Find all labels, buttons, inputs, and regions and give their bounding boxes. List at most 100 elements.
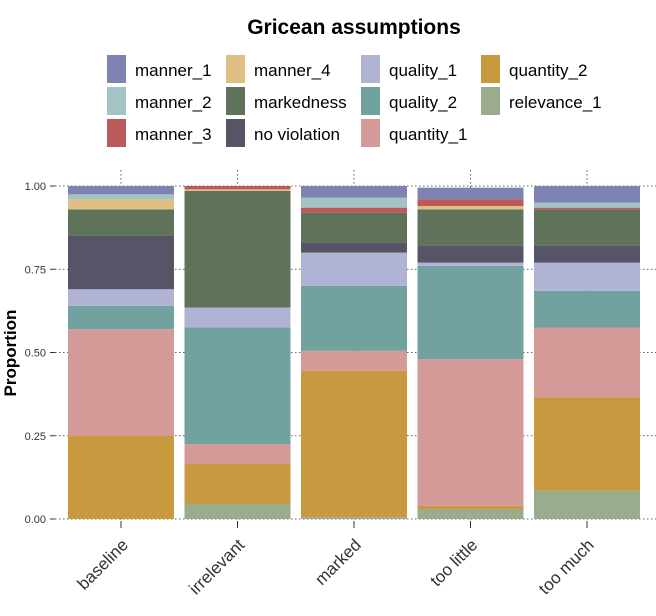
bar-segment-markedness — [68, 209, 174, 236]
bar-segment-quality-1 — [417, 262, 524, 266]
bar-segment-quantity-2 — [417, 505, 524, 510]
bar-segment-quality-2 — [184, 327, 291, 445]
bar-stack-marked — [301, 186, 407, 519]
legend-swatch — [107, 55, 126, 83]
y-tick-label: 0.75 — [25, 264, 46, 276]
legend-item-quantity-1: quantity_1 — [361, 119, 467, 147]
bar-segment-no-violation — [301, 242, 407, 253]
bar-segment-quality-2 — [68, 305, 174, 330]
legend-item-relevance-1: relevance_1 — [481, 87, 602, 115]
legend-swatch — [481, 55, 500, 83]
y-axis: 0.00 0.25 0.50 0.75 1.00 — [25, 181, 55, 526]
bar-segment-manner-2 — [534, 202, 640, 208]
bar-segment-no-violation — [417, 245, 524, 263]
bar-segment-manner-4 — [68, 199, 174, 210]
bar-segment-quality-2 — [417, 265, 524, 360]
legend-item-manner-4: manner_4 — [226, 55, 331, 83]
bar-segment-quality-2 — [301, 285, 407, 351]
bar-segment-quantity-1 — [417, 359, 524, 506]
legend-swatch — [226, 87, 245, 115]
legend-label: markedness — [254, 93, 347, 112]
bar-segment-manner-3 — [534, 207, 640, 210]
bar-stack-too-little — [417, 187, 524, 519]
legend-swatch — [107, 119, 126, 147]
bar-segment-quantity-1 — [301, 350, 407, 371]
bar-segment-manner-2 — [301, 197, 407, 208]
bar-segment-quantity-2 — [301, 370, 407, 518]
legend-label: manner_4 — [254, 61, 331, 80]
bar-segment-relevance-1 — [184, 504, 291, 519]
bar-segment-manner-1 — [301, 186, 407, 198]
bar-stack-too-much — [534, 186, 640, 519]
bar-segment-markedness — [184, 190, 291, 308]
bar-segment-relevance-1 — [534, 490, 640, 519]
legend-label: quality_2 — [389, 93, 457, 112]
bar-segment-markedness — [417, 209, 524, 246]
bar-segment-quantity-1 — [68, 329, 174, 436]
bar-segment-manner-4 — [184, 189, 291, 191]
bar-segment-quality-2 — [534, 290, 640, 328]
legend-item-manner-2: manner_2 — [107, 87, 212, 115]
bar-segment-manner-3 — [417, 199, 524, 206]
bar-segment-quantity-1 — [534, 327, 640, 398]
bar-segment-quality-1 — [68, 289, 174, 306]
legend-label: relevance_1 — [509, 93, 602, 112]
legend-swatch — [361, 87, 380, 115]
x-tick-label: irrelevant — [185, 535, 248, 598]
bar-segment-manner-1 — [417, 187, 524, 200]
bar-segment-no-violation — [68, 235, 174, 290]
bar-segment-no-violation — [534, 245, 640, 263]
legend-label: no violation — [254, 125, 340, 144]
legend-swatch — [481, 87, 500, 115]
bar-segment-markedness — [534, 209, 640, 246]
legend-item-manner-1: manner_1 — [107, 55, 212, 83]
plot-area: 0.00 0.25 0.50 0.75 1.00 baseline irrelevant m… — [25, 170, 656, 598]
legend-title: Gricean assumptions — [247, 16, 461, 39]
y-tick-label: 0.25 — [25, 431, 46, 443]
x-axis: baseline irrelevant marked too little too mu… — [74, 521, 598, 598]
y-axis-title: Proportion — [1, 310, 20, 397]
bar-segment-manner-4 — [417, 205, 524, 210]
legend-item-manner-3: manner_3 — [107, 119, 212, 147]
legend-label: quantity_1 — [389, 125, 467, 144]
bar-segment-quantity-2 — [534, 397, 640, 491]
bar-segment-quantity-1 — [184, 444, 291, 465]
legend-swatch — [226, 55, 245, 83]
legend-label: quality_1 — [389, 61, 457, 80]
legend-item-quality-2: quality_2 — [361, 87, 457, 115]
bar-segment-quality-1 — [301, 252, 407, 286]
bar-stack-irrelevant — [184, 186, 291, 519]
legend-swatch — [361, 119, 380, 147]
y-tick-label: 1.00 — [25, 181, 46, 193]
x-tick-label: baseline — [74, 535, 132, 593]
x-tick-label: too little — [426, 535, 481, 590]
legend-item-quality-1: quality_1 — [361, 55, 457, 83]
legend-swatch — [107, 87, 126, 115]
bar-segment-markedness — [301, 212, 407, 243]
y-tick-label: 0.50 — [25, 348, 46, 360]
bar-segment-manner-1 — [68, 186, 174, 195]
legend-item-markedness: markedness — [226, 87, 347, 115]
legend-swatch — [361, 55, 380, 83]
legend-item-no-violation: no violation — [226, 119, 340, 147]
bar-segment-quality-1 — [184, 307, 291, 328]
legend-label: manner_1 — [135, 61, 212, 80]
bar-segment-manner-2 — [68, 194, 174, 200]
legend-label: quantity_2 — [509, 61, 587, 80]
legend-swatch — [226, 119, 245, 147]
legend-label: manner_2 — [135, 93, 212, 112]
y-tick-label: 0.00 — [25, 514, 46, 526]
x-tick-label: marked — [311, 535, 365, 589]
legend-item-quantity-2: quantity_2 — [481, 55, 587, 83]
bar-segment-quality-1 — [534, 262, 640, 291]
bar-segment-manner-3 — [301, 207, 407, 213]
bar-segment-relevance-1 — [301, 517, 407, 519]
legend-label: manner_3 — [135, 125, 212, 144]
bar-segment-relevance-1 — [417, 509, 524, 519]
bar-segment-quantity-2 — [184, 464, 291, 505]
bar-segment-manner-1 — [534, 186, 640, 203]
bar-stack-baseline — [68, 186, 174, 519]
bar-segment-manner-3 — [184, 186, 291, 190]
x-tick-label: too much — [535, 535, 598, 598]
